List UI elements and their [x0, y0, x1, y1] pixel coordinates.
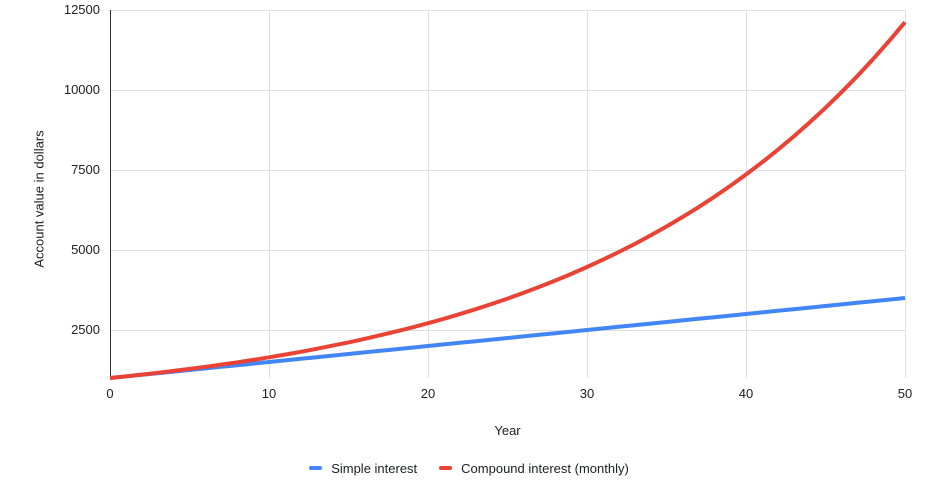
x-tick-label: 0 — [106, 386, 114, 401]
y-tick-label: 10000 — [63, 82, 100, 97]
y-tick-label: 7500 — [71, 162, 100, 177]
x-tick-label: 50 — [897, 386, 913, 401]
compound-interest-line — [109, 20, 907, 380]
legend: Simple interest Compound interest (month… — [0, 459, 938, 477]
x-tick-label: 30 — [579, 386, 595, 401]
x-tick-label: 20 — [420, 386, 436, 401]
x-axis-title: Year — [494, 423, 521, 438]
legend-item-compound-interest: Compound interest (monthly) — [439, 461, 629, 476]
legend-item-simple-interest: Simple interest — [309, 461, 417, 476]
legend-swatch-compound-interest — [439, 466, 453, 470]
legend-label-compound-interest: Compound interest (monthly) — [461, 460, 629, 476]
y-tick-label: 12500 — [63, 2, 100, 17]
gridlines — [110, 10, 906, 378]
simple-interest-line — [109, 296, 906, 380]
legend-swatch-simple-interest — [309, 466, 323, 470]
x-tick-label: 10 — [261, 386, 277, 401]
y-tick-label: 2500 — [71, 322, 100, 337]
legend-label-simple-interest: Simple interest — [331, 460, 418, 476]
y-tick-label: 5000 — [71, 242, 100, 257]
x-tick-label: 40 — [738, 386, 754, 401]
